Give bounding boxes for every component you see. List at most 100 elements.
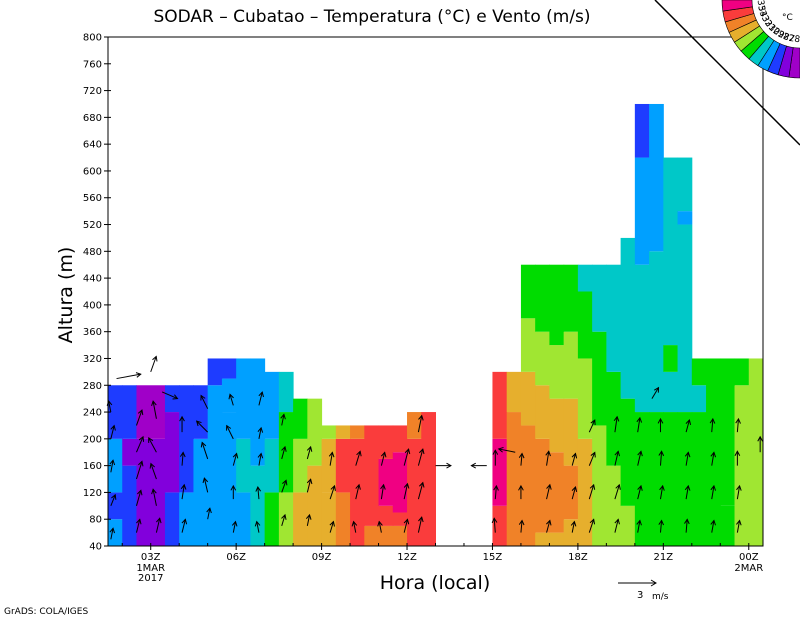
wind-vector: [151, 400, 157, 419]
wind-vector: [734, 450, 741, 466]
temperature-cell: [691, 412, 707, 546]
temperature-cell: [520, 371, 536, 426]
wind-vector: [200, 394, 209, 409]
temperature-cell: [549, 452, 565, 533]
temperature-cell: [207, 385, 223, 546]
wind-vector: [355, 450, 362, 466]
wind-vector: [492, 449, 499, 466]
temperature-cell: [307, 465, 323, 546]
wind-vector: [435, 462, 452, 469]
temperature-cell: [236, 358, 251, 439]
temperature-cell: [649, 412, 664, 546]
temperature-cell: [677, 412, 693, 546]
wind-vector: [735, 417, 741, 433]
temperature-cell: [392, 425, 408, 453]
temperature-cell: [520, 264, 536, 319]
temperature-cell: [108, 385, 123, 439]
temperature-cell: [520, 318, 536, 372]
wind-vector: [518, 452, 525, 466]
temperature-cell: [592, 264, 607, 332]
wind-vector: [109, 459, 116, 473]
wind-vector: [757, 435, 763, 453]
reference-unit: m/s: [652, 592, 669, 602]
wind-vector: [206, 507, 212, 520]
y-tick-label: 680: [83, 113, 102, 124]
wind-vector: [161, 391, 179, 400]
colorbar-diagonal: [654, 0, 800, 146]
temperature-cell: [563, 264, 579, 332]
wind-vector: [658, 450, 665, 466]
wind-vector: [651, 386, 660, 399]
temperature-cell: [350, 425, 365, 439]
temperature-cell: [577, 291, 593, 359]
wind-vector: [417, 448, 425, 466]
wind-vector: [230, 484, 237, 500]
x-tick-label: 18Z: [568, 552, 588, 563]
wind-vector: [614, 518, 620, 533]
temperature-cell: [549, 264, 565, 346]
wind-vector: [613, 415, 620, 433]
temperature-cell: [164, 492, 180, 546]
temperature-cell: [663, 345, 679, 372]
colorbar-label: 34: [755, 4, 768, 18]
temperature-cell: [364, 425, 380, 526]
temperature-cell: [264, 438, 280, 493]
temperature-cell: [634, 103, 650, 158]
temperature-cell: [535, 532, 550, 546]
wind-vector: [403, 482, 410, 500]
temperature-cell: [677, 211, 693, 225]
wind-vector: [329, 484, 336, 500]
y-tick-label: 440: [83, 274, 102, 285]
temperature-cell: [506, 371, 522, 413]
x-tick-label: 12Z: [397, 552, 417, 563]
wind-vector: [355, 483, 361, 500]
wind-vector: [306, 478, 313, 493]
temperature-cell: [620, 505, 636, 546]
y-tick-label: 320: [83, 354, 102, 365]
wind-vector: [417, 516, 424, 533]
wind-vector: [136, 435, 145, 453]
y-tick-label: 480: [83, 247, 102, 258]
wind-vector: [493, 484, 499, 500]
x-tick-label: 09Z: [312, 552, 332, 563]
chart-title: SODAR – Cubatao – Temperatura (°C) e Ven…: [153, 7, 590, 27]
y-tick-label: 360: [83, 327, 102, 338]
temperature-cell: [734, 385, 750, 546]
temperature-cell: [293, 492, 308, 546]
temperature-cell: [264, 371, 280, 439]
wind-vector: [659, 484, 665, 500]
temperature-cell: [748, 358, 764, 546]
wind-vector: [155, 517, 162, 533]
wind-vector: [636, 519, 642, 533]
temperature-cell: [606, 371, 622, 466]
x-tick-label: 00Z: [739, 552, 759, 563]
temperature-cell: [706, 358, 721, 546]
temperature-cell: [293, 398, 308, 439]
wind-vector: [588, 451, 596, 466]
wind-vector: [149, 462, 157, 480]
wind-vector: [181, 518, 188, 533]
wind-vector: [148, 437, 157, 453]
temperature-cell: [378, 425, 394, 459]
temperature-cell: [108, 492, 123, 520]
wind-vector: [380, 483, 386, 500]
temperature-cell: [278, 371, 294, 413]
x-axis-title: Hora (local): [380, 572, 491, 594]
wind-vector: [614, 483, 621, 500]
temperature-cell: [108, 519, 123, 546]
reference-arrow: [618, 579, 657, 587]
temperature-cell: [606, 465, 622, 546]
temperature-cell: [193, 385, 209, 439]
wind-vector: [195, 420, 209, 433]
wind-vector: [351, 520, 358, 533]
temperature-cell: [577, 358, 593, 439]
temperature-cell: [122, 385, 137, 439]
temperature-cell: [193, 438, 209, 546]
colorbar-label: 33: [757, 9, 771, 24]
wind-vector: [588, 483, 596, 500]
x-date-label: 1MAR: [136, 563, 165, 574]
y-tick-label: 240: [83, 408, 102, 419]
wind-vector: [417, 414, 424, 433]
